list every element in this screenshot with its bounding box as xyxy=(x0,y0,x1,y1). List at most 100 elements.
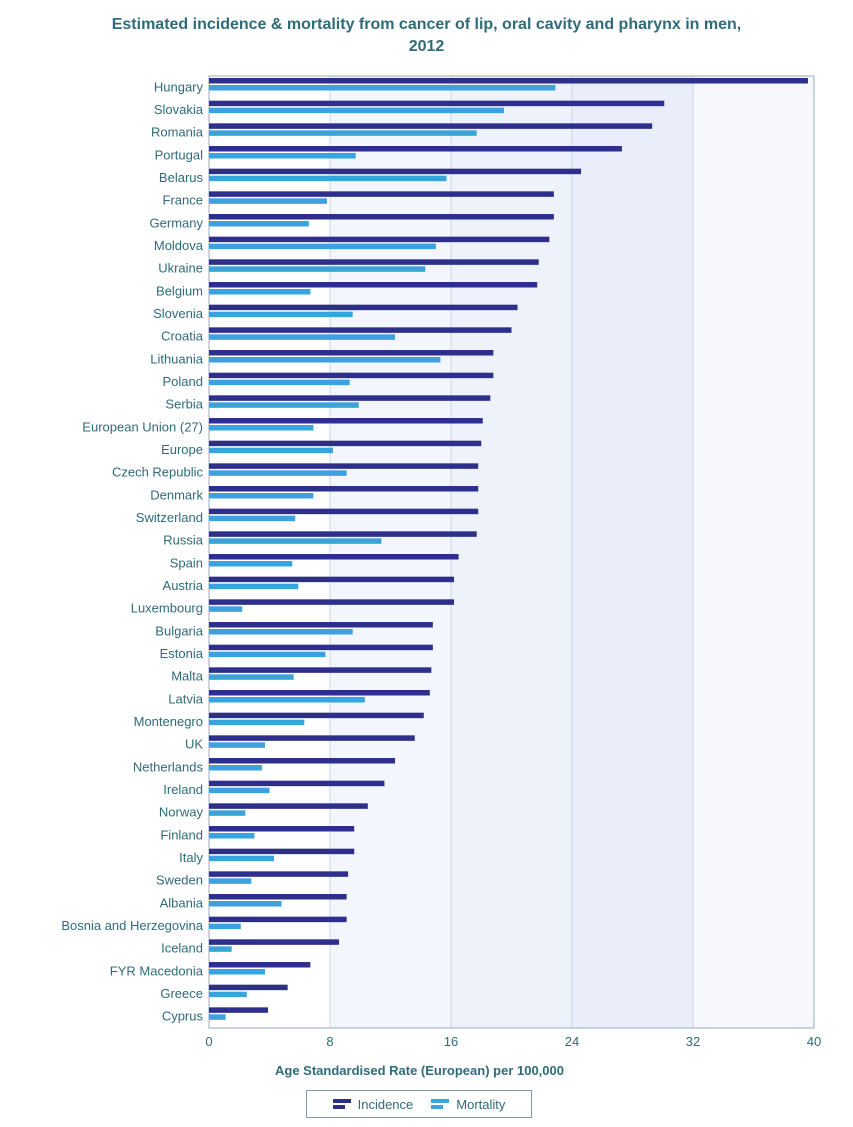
bar-mortality xyxy=(209,651,326,658)
bar-incidence xyxy=(209,644,433,651)
bar-incidence xyxy=(209,486,479,492)
bar-mortality xyxy=(209,85,556,91)
plot-band xyxy=(572,76,693,1028)
bar-mortality xyxy=(209,606,243,612)
x-tick-label: 0 xyxy=(205,1034,212,1049)
bar-mortality xyxy=(209,289,311,295)
bar-incidence xyxy=(209,282,538,288)
category-label: Ukraine xyxy=(158,261,203,276)
bar-incidence xyxy=(209,916,347,923)
category-label: Iceland xyxy=(161,941,203,956)
bar-incidence xyxy=(209,350,494,356)
bar-mortality xyxy=(209,991,247,998)
bar-mortality xyxy=(209,266,426,272)
category-label: Slovenia xyxy=(153,306,204,321)
bar-incidence xyxy=(209,418,483,424)
x-tick-label: 16 xyxy=(444,1034,458,1049)
bar-mortality xyxy=(209,425,314,431)
category-label: UK xyxy=(185,737,203,752)
category-label: Italy xyxy=(179,850,203,865)
bar-incidence xyxy=(209,622,433,628)
bar-incidence xyxy=(209,395,491,401)
bar-mortality xyxy=(209,629,353,635)
bar-mortality xyxy=(209,107,504,114)
bar-incidence xyxy=(209,758,396,764)
bar-mortality xyxy=(209,243,436,250)
legend-item-mortality[interactable]: Mortality xyxy=(431,1097,505,1112)
plot-frame xyxy=(208,75,815,1029)
bar-mortality xyxy=(209,923,241,930)
category-label: Malta xyxy=(171,669,204,684)
plot-band xyxy=(330,76,451,1028)
category-label: Luxembourg xyxy=(131,601,203,616)
bar-mortality xyxy=(209,175,447,182)
bar-incidence xyxy=(209,100,665,107)
bar-incidence xyxy=(209,531,477,537)
bar-mortality xyxy=(209,855,275,862)
category-label: Poland xyxy=(163,374,203,389)
plot-band xyxy=(451,76,572,1028)
bar-incidence xyxy=(209,1007,268,1013)
bar-mortality xyxy=(209,787,270,794)
bar-mortality xyxy=(209,538,382,544)
bar-incidence xyxy=(209,304,518,311)
bar-mortality xyxy=(209,470,347,476)
bar-mortality xyxy=(209,969,265,975)
category-label: Norway xyxy=(159,805,204,820)
bar-incidence xyxy=(209,576,455,583)
bar-mortality xyxy=(209,493,314,499)
bar-mortality xyxy=(209,1014,226,1020)
bar-mortality xyxy=(209,198,327,204)
mortality-swatch-icon xyxy=(431,1098,450,1110)
category-label: Sweden xyxy=(156,873,203,888)
category-label: Cyprus xyxy=(162,1009,204,1024)
category-label: Netherlands xyxy=(133,759,204,774)
bar-incidence xyxy=(209,712,424,719)
bar-mortality xyxy=(209,719,305,726)
bar-incidence xyxy=(209,984,288,991)
legend-item-incidence[interactable]: Incidence xyxy=(332,1096,414,1112)
bar-mortality xyxy=(209,878,252,884)
category-label: Austria xyxy=(163,578,204,593)
bar-mortality xyxy=(209,153,356,159)
chart-legend: Incidence Mortality xyxy=(306,1090,532,1118)
bar-mortality xyxy=(209,946,232,952)
bar-incidence xyxy=(209,599,455,605)
category-label: Switzerland xyxy=(136,510,203,525)
category-label: France xyxy=(163,193,203,208)
legend-label-incidence: Incidence xyxy=(357,1096,414,1112)
bar-incidence xyxy=(209,372,494,379)
bar-mortality xyxy=(209,379,350,386)
bar-incidence xyxy=(209,236,550,243)
bar-incidence xyxy=(209,508,479,515)
bar-incidence xyxy=(209,214,554,220)
category-label: Europe xyxy=(161,442,203,457)
bar-incidence xyxy=(209,146,622,152)
bar-incidence xyxy=(209,826,355,832)
bar-incidence xyxy=(209,735,415,741)
x-tick-label: 8 xyxy=(326,1034,333,1049)
bar-mortality xyxy=(209,311,353,318)
category-label: FYR Macedonia xyxy=(110,963,204,978)
category-label: Serbia xyxy=(165,397,203,412)
x-tick-label: 32 xyxy=(686,1034,700,1049)
bar-mortality xyxy=(209,334,396,340)
category-label: Russia xyxy=(163,533,204,548)
bar-mortality xyxy=(209,765,262,771)
category-label: Romania xyxy=(151,125,204,140)
bar-mortality xyxy=(209,742,265,748)
bar-mortality xyxy=(209,674,294,680)
bar-mortality xyxy=(209,561,293,567)
category-label: Belgium xyxy=(156,283,203,298)
chart-title-line-2: 2012 xyxy=(408,38,445,55)
bar-incidence xyxy=(209,803,368,809)
x-tick-label: 40 xyxy=(807,1034,821,1049)
bar-incidence xyxy=(209,123,653,129)
category-label: Hungary xyxy=(154,79,204,94)
incidence-swatch-icon xyxy=(332,1098,351,1110)
bar-incidence xyxy=(209,78,808,84)
category-label: Croatia xyxy=(161,329,204,344)
bar-incidence xyxy=(209,848,355,855)
category-label: Greece xyxy=(160,986,203,1001)
